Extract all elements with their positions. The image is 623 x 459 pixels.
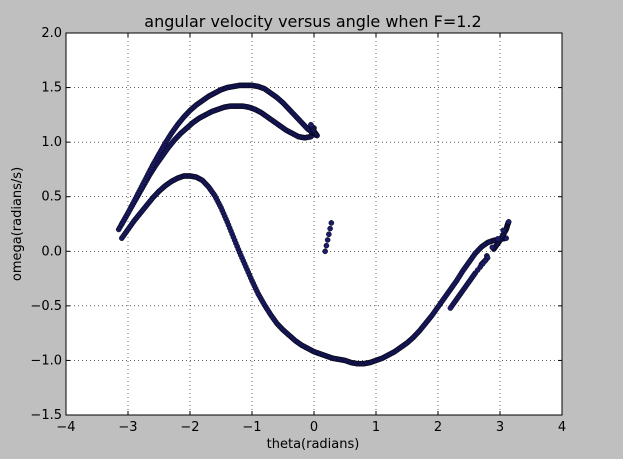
y-tick-label: 0.0 [41, 244, 62, 259]
y-tick-label: 2.0 [41, 26, 62, 41]
x-tick-label: −3 [118, 420, 137, 435]
x-tick-label: −2 [180, 420, 199, 435]
y-tick-label: −1.5 [30, 408, 62, 423]
y-axis-label: omega(radians/s) [10, 167, 25, 281]
data-point [327, 225, 333, 232]
data-point [328, 220, 335, 226]
x-tick-label: 4 [558, 420, 566, 435]
data-point [323, 242, 330, 249]
x-tick-label: −1 [242, 420, 261, 435]
data-point [326, 231, 332, 238]
y-tick-label: −0.5 [30, 299, 62, 314]
y-tick-label: 0.5 [41, 190, 62, 205]
grid [66, 33, 562, 415]
data-point [324, 237, 331, 243]
chart-title: angular velocity versus angle when F=1.2 [144, 12, 481, 31]
x-axis-label: theta(radians) [267, 437, 360, 452]
y-tick-label: −1.0 [30, 353, 62, 368]
data-point [447, 305, 454, 311]
data-point [505, 219, 512, 225]
data-point [500, 227, 507, 234]
x-tick-label: 2 [434, 420, 442, 435]
data-point [308, 121, 314, 128]
x-tick-label: −4 [56, 420, 75, 435]
x-tick-label: 1 [372, 420, 380, 435]
x-tick-label: 0 [310, 420, 318, 435]
y-tick-label: 1.0 [41, 135, 62, 150]
data-point [322, 248, 328, 255]
data-points [115, 82, 512, 367]
y-tick-label: 1.5 [41, 81, 62, 96]
data-point [494, 236, 501, 242]
ticks: −4 −3 −2 −1 0 1 2 3 4 −1.5 −1.0 −0.5 0.0 0.5 1.0 1.5 2.0 [30, 26, 566, 435]
x-tick-label: 3 [496, 420, 504, 435]
data-point [489, 244, 496, 251]
